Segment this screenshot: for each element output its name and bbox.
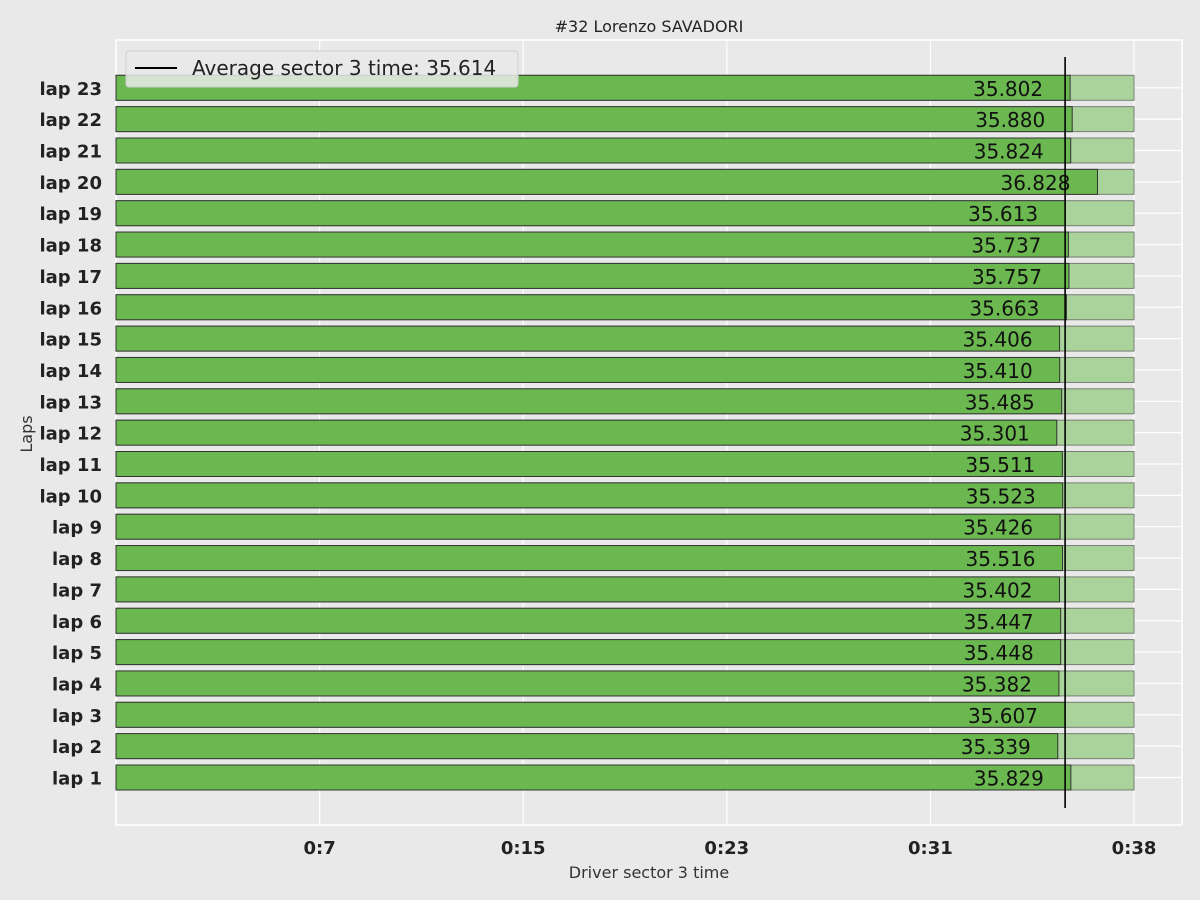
x-tick-labels: 0:7 0:15 0:23 0:31 0:38 bbox=[303, 838, 1156, 859]
y-tick-label: lap 16 bbox=[39, 298, 102, 319]
bar-value-label: 35.607 bbox=[968, 704, 1038, 728]
y-tick-label: lap 22 bbox=[39, 110, 102, 131]
bar-value-labels: 35.829 35.339 35.607 35.382 35.448 35.447 35.4… bbox=[960, 77, 1071, 791]
bar-value-label: 35.382 bbox=[962, 672, 1032, 696]
y-tick-label: lap 2 bbox=[52, 737, 102, 758]
y-tick-labels: lap 1 lap 2 lap 3 lap 4 lap 5 lap 6 lap 7 lap 8… bbox=[39, 79, 102, 790]
legend: Average sector 3 time: 35.614 bbox=[125, 50, 519, 88]
y-tick-label: lap 23 bbox=[39, 79, 102, 100]
bar-value-label: 35.339 bbox=[961, 735, 1031, 759]
y-tick-label: lap 7 bbox=[52, 580, 102, 601]
x-tick-label: 0:15 bbox=[501, 838, 546, 859]
y-tick-label: lap 13 bbox=[39, 392, 102, 413]
bar-value-label: 35.663 bbox=[969, 296, 1039, 320]
bar-lap-2 bbox=[115, 733, 1059, 760]
bar-value-label: 35.824 bbox=[974, 140, 1044, 164]
y-tick-label: lap 10 bbox=[39, 486, 102, 507]
bar-value-label: 35.426 bbox=[963, 516, 1033, 540]
y-tick-label: lap 5 bbox=[52, 643, 102, 664]
y-tick-label: lap 3 bbox=[52, 706, 102, 727]
bar-value-label: 35.613 bbox=[968, 202, 1038, 226]
bar-lap-6 bbox=[115, 607, 1062, 634]
bar-lap-17 bbox=[115, 262, 1070, 289]
bar-value-label: 35.410 bbox=[963, 359, 1033, 383]
x-tick-label: 0:7 bbox=[303, 838, 335, 859]
bar-lap-21 bbox=[115, 137, 1072, 164]
y-tick-label: lap 14 bbox=[39, 361, 102, 382]
bars bbox=[115, 74, 1098, 791]
bar-lap-4 bbox=[115, 670, 1060, 697]
bar-value-label: 35.523 bbox=[966, 484, 1036, 508]
y-tick-label: lap 12 bbox=[39, 424, 102, 445]
y-tick-label: lap 19 bbox=[39, 204, 102, 225]
bar-lap-3 bbox=[115, 701, 1066, 728]
bar-value-label: 35.516 bbox=[966, 547, 1036, 571]
y-tick-label: lap 18 bbox=[39, 236, 102, 257]
chart-title: #32 Lorenzo SAVADORI bbox=[555, 17, 744, 36]
bar-lap-15 bbox=[115, 325, 1061, 352]
x-tick-label: 0:38 bbox=[1112, 838, 1157, 859]
y-tick-label: lap 20 bbox=[39, 173, 102, 194]
x-axis-title: Driver sector 3 time bbox=[569, 863, 729, 882]
bar-value-label: 35.802 bbox=[973, 77, 1043, 101]
y-tick-label: lap 11 bbox=[39, 455, 102, 476]
bar-lap-7 bbox=[115, 576, 1060, 603]
x-tick-label: 0:31 bbox=[908, 838, 953, 859]
bar-value-label: 35.485 bbox=[965, 390, 1035, 414]
bar-value-label: 35.511 bbox=[965, 453, 1035, 477]
bar-lap-1 bbox=[115, 764, 1072, 791]
bar-lap-11 bbox=[115, 451, 1063, 477]
y-axis-title: Laps bbox=[17, 415, 36, 452]
bar-lap-9 bbox=[115, 513, 1061, 540]
y-tick-label: lap 17 bbox=[39, 267, 102, 288]
bar-lap-13 bbox=[115, 388, 1063, 415]
bar-value-label: 35.447 bbox=[964, 610, 1034, 634]
bar-lap-20 bbox=[115, 168, 1098, 195]
bar-lap-19 bbox=[115, 200, 1066, 227]
bar-value-label: 35.829 bbox=[974, 767, 1044, 791]
bar-value-label: 35.448 bbox=[964, 641, 1034, 665]
y-tick-label: lap 8 bbox=[52, 549, 102, 570]
bar-value-label: 35.402 bbox=[962, 578, 1032, 602]
bar-value-label: 36.828 bbox=[1000, 171, 1070, 195]
bar-value-label: 35.406 bbox=[963, 328, 1033, 352]
bar-value-label: 35.880 bbox=[975, 108, 1045, 132]
y-tick-label: lap 9 bbox=[52, 518, 102, 539]
bar-value-label: 35.737 bbox=[971, 234, 1041, 258]
y-tick-label: lap 21 bbox=[39, 142, 102, 163]
y-tick-label: lap 1 bbox=[52, 769, 102, 790]
y-tick-label: lap 15 bbox=[39, 330, 102, 351]
bar-value-label: 35.301 bbox=[960, 422, 1030, 446]
bar-lap-5 bbox=[115, 639, 1062, 666]
bar-lap-16 bbox=[115, 294, 1067, 321]
legend-box bbox=[125, 50, 519, 88]
legend-label: Average sector 3 time: 35.614 bbox=[192, 56, 496, 80]
y-tick-label: lap 4 bbox=[52, 674, 102, 695]
bar-lap-8 bbox=[115, 545, 1064, 572]
y-tick-label: lap 6 bbox=[52, 612, 102, 633]
bar-lap-12 bbox=[115, 419, 1058, 446]
bar-value-label: 35.757 bbox=[972, 265, 1042, 289]
x-tick-label: 0:23 bbox=[704, 838, 749, 859]
bar-lap-22 bbox=[115, 106, 1073, 133]
bar-lap-14 bbox=[115, 356, 1061, 383]
bar-lap-10 bbox=[115, 482, 1064, 509]
bar-lap-18 bbox=[115, 231, 1069, 258]
